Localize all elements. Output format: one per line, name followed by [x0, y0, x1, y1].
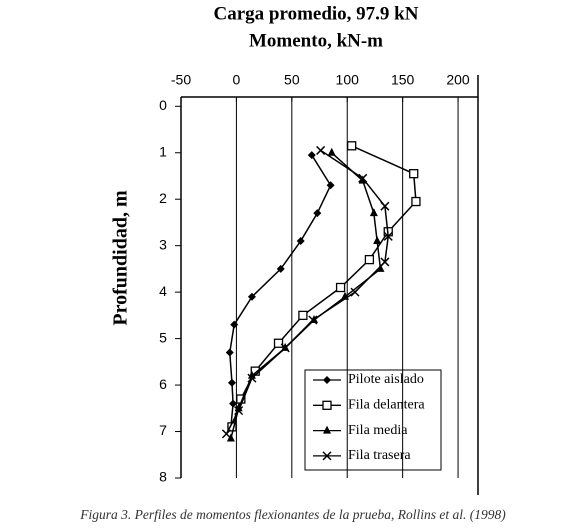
marker-diamond — [229, 399, 238, 408]
marker-diamond — [276, 264, 285, 273]
y-axis-label: Profundidad, m — [110, 190, 132, 326]
x-tick-label: 0 — [233, 72, 241, 88]
marker-diamond — [323, 376, 331, 384]
marker-diamond — [296, 237, 305, 246]
marker-diamond — [247, 292, 256, 301]
y-tick-label: 0 — [159, 97, 167, 113]
marker-triangle — [376, 263, 385, 272]
marker-x — [380, 257, 390, 267]
marker-x — [358, 173, 368, 183]
x-axis-label: Momento, kN-m — [249, 30, 383, 51]
x-tick-label: -50 — [171, 72, 191, 88]
y-tick-label: 8 — [159, 469, 167, 485]
marker-x — [350, 287, 360, 297]
marker-square — [335, 282, 346, 293]
marker-square — [298, 310, 308, 321]
marker-x — [247, 373, 257, 383]
marker-triangle — [327, 147, 336, 156]
marker-diamond — [307, 151, 316, 160]
x-tick-label: 150 — [391, 72, 415, 88]
marker-triangle — [226, 433, 235, 442]
marker-square — [347, 141, 357, 151]
marker-square — [273, 338, 284, 348]
y-tick-label: 5 — [159, 329, 167, 345]
marker-diamond — [225, 348, 234, 357]
y-tick-label: 1 — [159, 143, 167, 159]
legend-label: Pilote aislado — [348, 372, 424, 387]
marker-x — [280, 343, 290, 353]
y-tick-label: 6 — [159, 376, 167, 392]
legend-label: Fila trasera — [348, 448, 411, 463]
marker-triangle — [369, 208, 378, 217]
marker-x — [380, 201, 390, 211]
x-tick-label: 50 — [284, 72, 300, 88]
marker-diamond — [326, 181, 335, 190]
marker-x — [221, 429, 231, 439]
marker-square — [409, 169, 419, 179]
marker-diamond — [313, 209, 322, 218]
marker-diamond — [230, 320, 239, 329]
y-tick-label: 3 — [159, 236, 167, 252]
legend-box — [304, 369, 442, 471]
marker-square — [411, 196, 421, 207]
marker-x — [383, 231, 393, 241]
marker-x — [316, 145, 326, 155]
legend-label: Fila delantera — [348, 398, 425, 413]
marker-x — [322, 451, 332, 461]
chart-title: Carga promedio, 97.9 kN — [214, 3, 419, 24]
marker-x — [308, 315, 318, 325]
x-tick-label: 200 — [446, 72, 470, 88]
x-tick-label: 100 — [336, 72, 360, 88]
marker-triangle — [373, 236, 382, 245]
caption: Figura 3. Perfiles de momentos flexionan… — [79, 507, 506, 522]
y-tick-label: 7 — [159, 422, 167, 438]
marker-diamond — [227, 378, 236, 387]
legend-label: Fila media — [348, 423, 408, 438]
marker-x — [234, 406, 244, 416]
marker-triangle — [323, 425, 331, 434]
y-tick-label: 4 — [159, 283, 167, 299]
marker-square — [322, 400, 332, 410]
y-tick-label: 2 — [159, 190, 167, 206]
marker-square — [364, 254, 375, 265]
